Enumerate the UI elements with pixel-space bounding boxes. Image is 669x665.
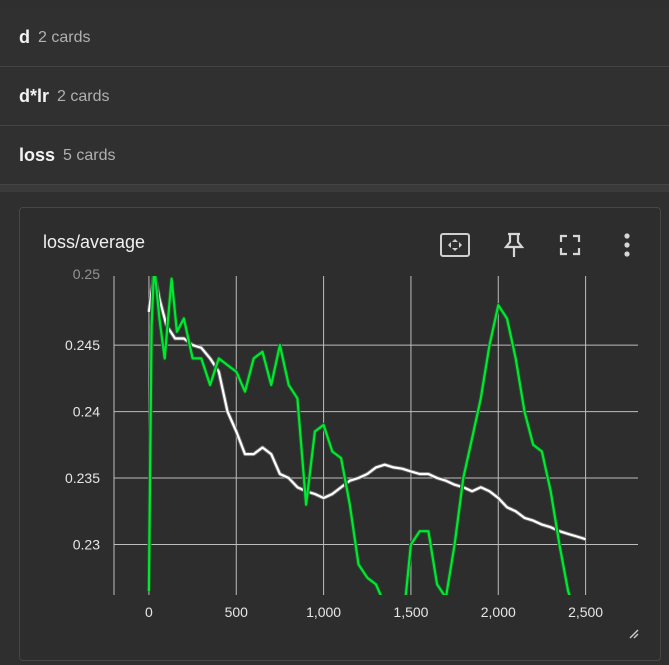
x-tick-label: 1,000 bbox=[306, 604, 341, 620]
more-options-button[interactable] bbox=[610, 228, 644, 262]
fit-domain-button[interactable] bbox=[438, 228, 472, 262]
scalar-card: loss/average 0 500 1,000 1,500 2,000 2,500 0.2… bbox=[19, 207, 661, 661]
group-count: 2 cards bbox=[38, 28, 91, 46]
x-tick-label: 0 bbox=[145, 604, 153, 620]
group-row-d-lr[interactable]: d*lr 2 cards bbox=[0, 68, 669, 126]
fit-domain-icon bbox=[440, 233, 470, 257]
x-tick-label: 1,500 bbox=[393, 604, 428, 620]
fullscreen-icon bbox=[559, 234, 581, 256]
card-title: loss/average bbox=[43, 232, 146, 252]
fullscreen-button[interactable] bbox=[553, 228, 587, 262]
y-tick-label: 0.235 bbox=[65, 470, 100, 486]
y-tick-label: 0.23 bbox=[73, 536, 100, 552]
y-tick-label: 0.245 bbox=[65, 337, 100, 353]
group-row-loss[interactable]: loss 5 cards bbox=[0, 127, 669, 185]
pin-button[interactable] bbox=[497, 228, 531, 262]
y-tick-label: 0.24 bbox=[73, 404, 100, 420]
pin-icon bbox=[503, 232, 525, 257]
group-title: d bbox=[19, 27, 30, 47]
group-count: 2 cards bbox=[57, 87, 110, 105]
x-tick-label: 2,500 bbox=[568, 604, 603, 620]
group-title: d*lr bbox=[19, 86, 50, 106]
group-row-d[interactable]: d 2 cards bbox=[0, 9, 669, 67]
group-title: loss bbox=[19, 145, 56, 165]
x-tick-label: 2,000 bbox=[481, 604, 516, 620]
loss-line-chart[interactable]: 0 500 1,000 1,500 2,000 2,500 0.23 0.235 0.24 0.2… bbox=[20, 208, 660, 660]
y-tick-label-partial: 0.25 bbox=[73, 266, 100, 282]
resize-handle-icon[interactable] bbox=[629, 629, 639, 639]
group-count: 5 cards bbox=[63, 146, 116, 164]
more-vert-icon bbox=[624, 233, 630, 257]
x-tick-label: 500 bbox=[225, 604, 249, 620]
series-shadow-line bbox=[146, 276, 587, 542]
series-line bbox=[147, 276, 571, 595]
section-divider bbox=[0, 185, 669, 192]
series-line bbox=[147, 276, 586, 541]
